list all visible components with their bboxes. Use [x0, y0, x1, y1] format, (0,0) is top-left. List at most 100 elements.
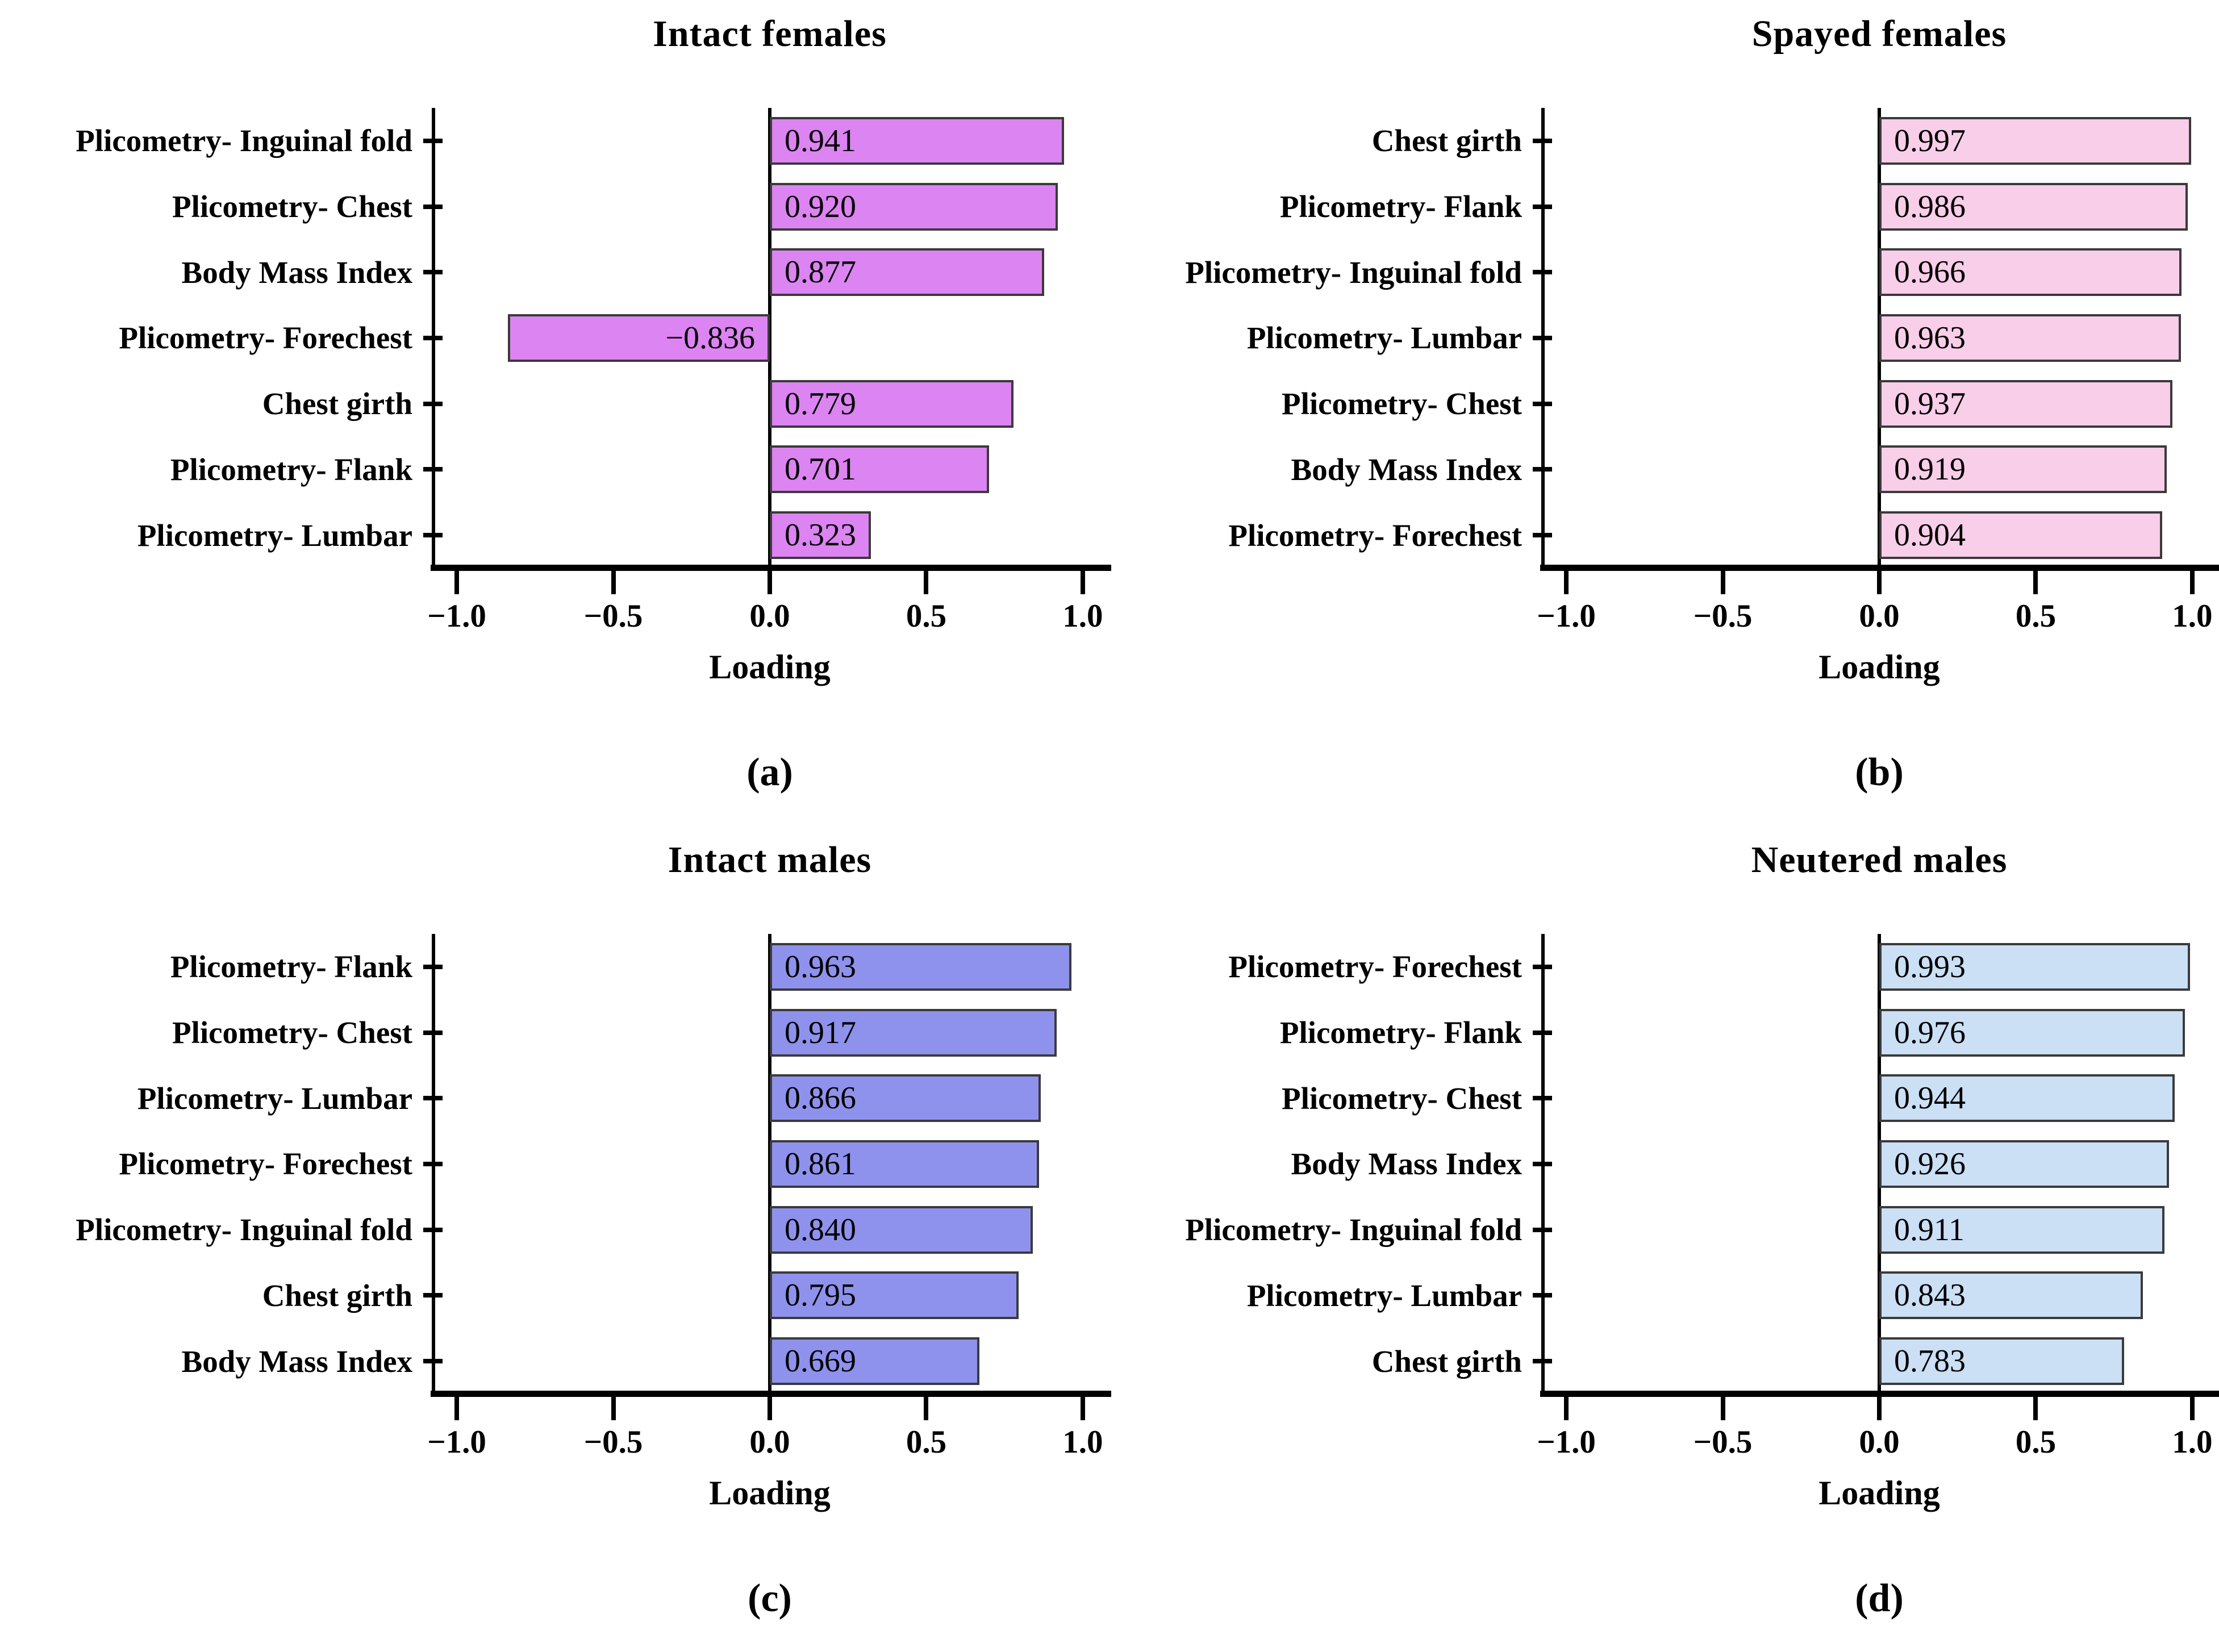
bar [770, 942, 1071, 991]
y-tick-mark [1533, 964, 1552, 969]
y-axis-label: Body Mass Index [1291, 452, 1522, 487]
x-tick-labels: −1.0 −0.5 0.0 0.5 1.0 [1537, 1394, 2217, 1474]
y-axis-label: Plicometry- Forechest [119, 320, 412, 356]
bar [1879, 116, 2192, 165]
y-axis-label: Plicometry- Flank [170, 949, 412, 984]
y-axis-label: Plicometry- Inguinal fold [1185, 1212, 1522, 1248]
bar-value-label: 0.779 [785, 386, 856, 422]
y-tick-mark [423, 1030, 443, 1035]
x-tick-label: 0.0 [749, 1424, 790, 1460]
bar-value-label: −0.836 [665, 320, 755, 356]
x-axis-line [1540, 565, 2219, 571]
x-tick-label: −1.0 [1537, 598, 1596, 634]
plot-area: 0.963 0.917 0.866 0.861 0.840 0.795 0.669 [423, 934, 1111, 1420]
bar-value-label: 0.701 [785, 452, 856, 487]
y-tick-mark [423, 1227, 443, 1232]
bar [1879, 445, 2167, 494]
bar-value-label: 0.783 [1894, 1344, 1966, 1379]
bar-value-label: 0.944 [1894, 1081, 1966, 1116]
y-axis-label: Plicometry- Lumbar [137, 518, 412, 553]
x-axis-title: Loading [1818, 648, 1940, 686]
chart-area: Plicometry- Forechest Plicometry- Flank Pl… [1110, 934, 2219, 1420]
bar [1879, 182, 2188, 231]
bar-value-label: 0.919 [1894, 452, 1966, 487]
bar-value-label: 0.911 [1894, 1212, 1964, 1248]
x-axis-line [431, 565, 1111, 571]
bar-value-label: 0.669 [785, 1344, 856, 1379]
y-axis-labels: Plicometry- Inguinal fold Plicometry- Che… [0, 108, 432, 568]
y-axis-label: Plicometry- Chest [172, 189, 412, 224]
bar [1879, 511, 2163, 560]
panel-intact-females: Intact females Plicometry- Inguinal fold… [0, 0, 1111, 826]
bar-value-label: 0.963 [1894, 320, 1966, 356]
y-axis-label: Plicometry- Inguinal fold [1185, 255, 1522, 290]
x-tick-label: −1.0 [427, 598, 486, 634]
bar-value-label: 0.920 [785, 189, 856, 224]
bar-value-label: 0.843 [1894, 1278, 1966, 1313]
y-tick-mark [423, 1293, 443, 1298]
y-axis-label: Body Mass Index [181, 255, 412, 290]
bar-value-label: 0.926 [1894, 1146, 1966, 1182]
chart-area: Plicometry- Inguinal fold Plicometry- Che… [0, 108, 1111, 594]
y-axis-label: Plicometry- Lumbar [137, 1081, 412, 1116]
y-axis-label: Chest girth [1371, 123, 1522, 158]
bar [1879, 942, 2191, 991]
bar [1879, 379, 2173, 428]
bar [1879, 1074, 2175, 1123]
y-axis-label: Body Mass Index [181, 1344, 412, 1379]
panel-intact-males: Intact males Plicometry- Flank Plicometry… [0, 826, 1111, 1652]
bar [1879, 1337, 2125, 1386]
y-tick-mark [1533, 1359, 1552, 1364]
y-axis-label: Plicometry- Inguinal fold [76, 123, 412, 158]
panel-title: Intact males [668, 839, 872, 881]
x-tick-mark [2189, 1396, 2195, 1420]
x-tick-label: 1.0 [2172, 1424, 2213, 1460]
x-tick-label: 0.5 [2015, 598, 2057, 634]
y-tick-mark [1533, 1293, 1552, 1298]
bar-value-label: 0.917 [785, 1015, 856, 1050]
bar-value-label: 0.986 [1894, 189, 1966, 224]
y-axis-label: Chest girth [262, 1278, 412, 1313]
y-tick-mark [423, 401, 443, 406]
bar [770, 1337, 979, 1386]
bar-value-label: 0.966 [1894, 255, 1966, 290]
bar-value-label: 0.877 [785, 255, 856, 290]
x-axis-title: Loading [709, 1474, 831, 1512]
y-axis-label: Plicometry- Forechest [1228, 518, 1522, 553]
y-axis-label: Plicometry- Flank [1279, 1015, 1522, 1050]
panel-title: Spayed females [1751, 13, 2007, 55]
bar [770, 248, 1045, 297]
x-tick-label: −0.5 [583, 1424, 643, 1460]
bar [770, 1074, 1041, 1123]
x-tick-mark [1720, 570, 1725, 594]
x-tick-mark [1720, 1396, 1725, 1420]
x-axis-line [1540, 1391, 2219, 1397]
bar-value-label: 0.795 [785, 1278, 856, 1313]
y-tick-mark [423, 1359, 443, 1364]
x-tick-labels: −1.0 −0.5 0.0 0.5 1.0 [1537, 568, 2217, 648]
y-axis-label: Body Mass Index [1291, 1146, 1522, 1182]
x-tick-label: 0.0 [1859, 1424, 1900, 1460]
panel-caption: (b) [1855, 750, 1904, 794]
y-tick-mark [1533, 533, 1552, 538]
bar [1879, 248, 2182, 297]
x-axis-line [431, 1391, 1111, 1397]
x-tick-label: 1.0 [1062, 1424, 1103, 1460]
y-tick-mark [1533, 467, 1552, 472]
chart-area: Plicometry- Flank Plicometry- Chest Plicom… [0, 934, 1111, 1420]
y-axis-label: Plicometry- Lumbar [1246, 1278, 1522, 1313]
y-axis-label: Plicometry- Chest [1281, 1081, 1522, 1116]
x-tick-mark [1080, 570, 1085, 594]
y-axis-label: Chest girth [262, 386, 412, 422]
chart-area: Chest girth Plicometry- Flank Plicometry- … [1110, 108, 2219, 594]
x-tick-mark [611, 570, 616, 594]
y-tick-mark [423, 533, 443, 538]
x-tick-mark [768, 570, 772, 594]
bar-value-label: 0.963 [785, 949, 856, 984]
x-tick-mark [924, 570, 929, 594]
x-tick-label: −0.5 [583, 598, 643, 634]
y-tick-mark [1533, 138, 1552, 143]
x-tick-mark [1080, 1396, 1085, 1420]
y-tick-mark [1533, 336, 1552, 340]
bar [770, 445, 990, 494]
